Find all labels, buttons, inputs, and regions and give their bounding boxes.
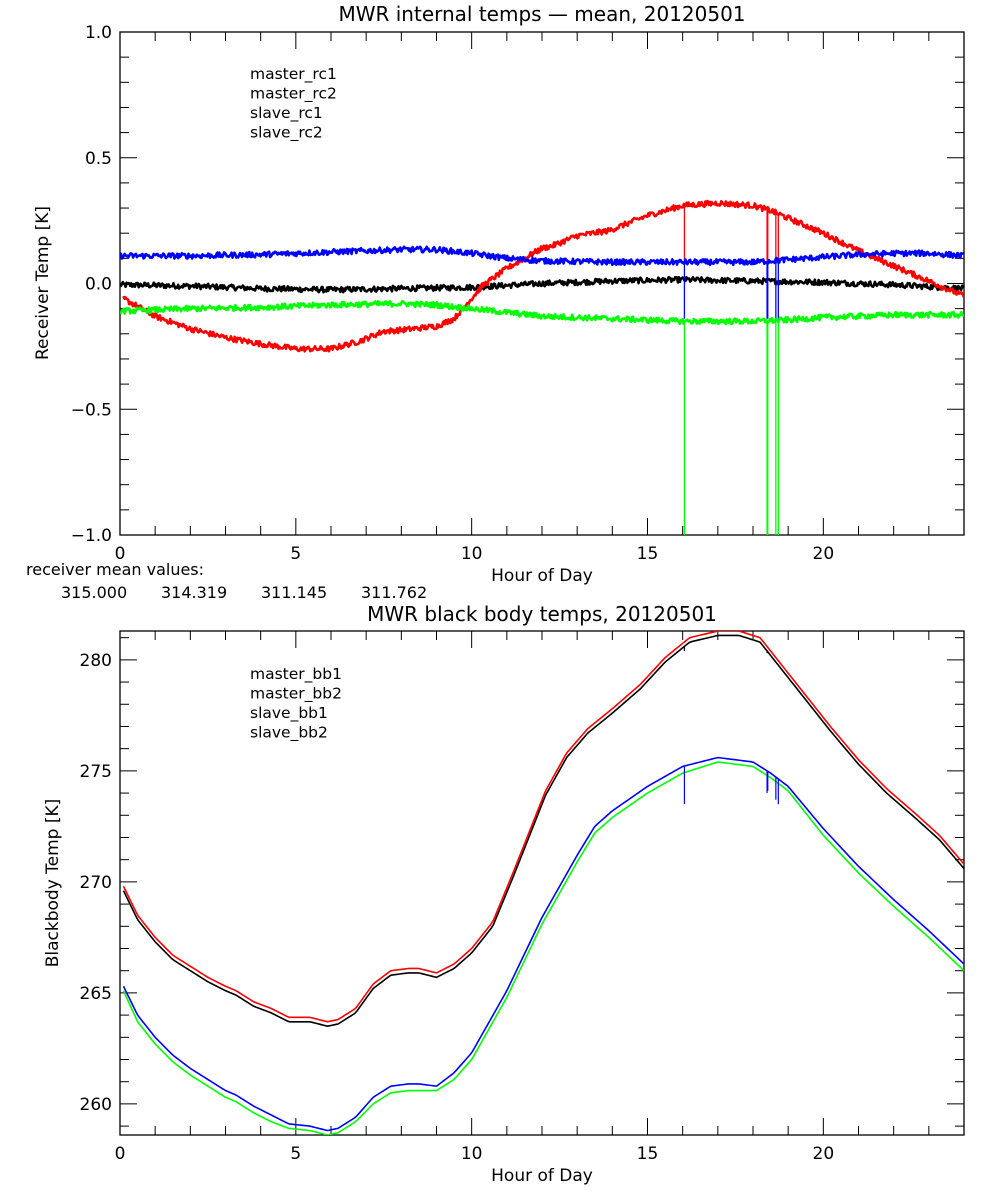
y-tick-label: −1.0: [71, 526, 112, 546]
bottom-chart-xlabel: Hour of Day: [491, 1166, 593, 1186]
receiver-mean-value-master-rc1: 315.000: [61, 583, 127, 602]
legend-entry-slave-bb2: slave_bb2: [250, 724, 328, 743]
legend-entry-slave-rc1: slave_rc1: [250, 104, 323, 123]
bottom-chart-ylabel: Blackbody Temp [K]: [43, 799, 63, 968]
y-tick-label: 275: [80, 762, 112, 782]
receiver-mean-label: receiver mean values:: [26, 560, 204, 579]
y-tick-label: −0.5: [71, 400, 112, 420]
top-chart-title: MWR internal temps — mean, 20120501: [338, 2, 745, 26]
x-tick-label: 0: [115, 544, 126, 564]
x-tick-label: 15: [637, 544, 659, 564]
legend-entry-master-bb1: master_bb1: [250, 665, 342, 684]
legend-entry-master-rc2: master_rc2: [250, 85, 337, 104]
legend-entry-master-rc1: master_rc1: [250, 65, 337, 84]
receiver-mean-value-slave-rc1: 311.145: [261, 583, 327, 602]
receiver-mean-value-master-rc2: 314.319: [161, 583, 227, 602]
series-line-master-bb1: [122, 634, 964, 1027]
y-tick-label: 270: [80, 873, 112, 893]
series-line-master-bb2: [122, 631, 964, 1023]
x-tick-label: 10: [461, 544, 483, 564]
legend-entry-slave-bb1: slave_bb1: [250, 704, 328, 723]
receiver-mean-value-slave-rc2: 311.762: [361, 583, 427, 602]
x-tick-label: 20: [813, 1144, 835, 1164]
y-tick-label: 265: [80, 984, 112, 1004]
top-chart-axes: 0 5 10 15 20 −1.0 −0.5 0.0 0.5 1.0: [71, 23, 965, 564]
bottom-chart-title: MWR black body temps, 20120501: [367, 602, 717, 626]
bottom-chart-series: [122, 631, 964, 1135]
y-tick-label: 260: [80, 1095, 112, 1115]
y-tick-label: 0.0: [85, 275, 112, 295]
y-tick-label: 0.5: [85, 149, 112, 169]
top-chart-ylabel: Receiver Temp [K]: [33, 206, 53, 360]
x-tick-label: 5: [290, 544, 301, 564]
y-tick-label: 280: [80, 651, 112, 671]
plot-frame: [119, 630, 965, 1136]
series-line-slave-rc1: [120, 245, 964, 267]
x-tick-label: 10: [461, 1144, 483, 1164]
x-tick-label: 0: [115, 1144, 126, 1164]
series-line-master-rc1: [120, 275, 964, 294]
series-line-slave-rc2: [120, 299, 964, 326]
top-chart-series: [120, 199, 964, 535]
x-tick-label: 5: [290, 1144, 301, 1164]
top-chart-xlabel: Hour of Day: [491, 566, 593, 586]
series-line-master-rc2: [122, 199, 964, 353]
series-line-slave-bb2: [122, 761, 964, 1135]
legend-entry-master-bb2: master_bb2: [250, 685, 342, 704]
bottom-chart-axes: 0 5 10 15 20 260 265 270 275 280: [80, 630, 965, 1164]
legend-entry-slave-rc2: slave_rc2: [250, 124, 323, 143]
series-line-slave-bb1: [122, 756, 964, 1132]
x-tick-label: 15: [637, 1144, 659, 1164]
x-tick-label: 20: [813, 544, 835, 564]
y-tick-label: 1.0: [85, 23, 112, 43]
